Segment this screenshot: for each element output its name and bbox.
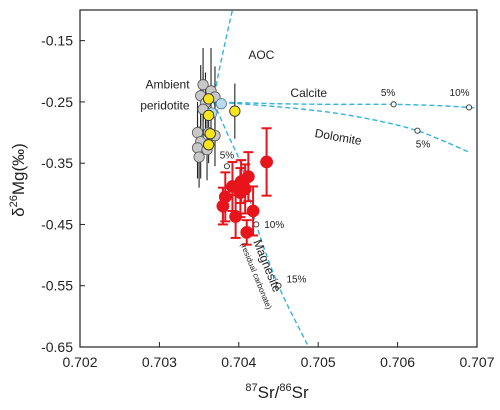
- curve-markers: [223, 101, 473, 289]
- annotation-label: 5%: [416, 139, 431, 150]
- x-tick-label: 0.706: [380, 354, 415, 370]
- y-axis-title-pre: δ: [9, 207, 28, 216]
- x-tick-label: 0.702: [62, 354, 97, 370]
- gray-point: [191, 142, 204, 154]
- x-axis-title-mid: Sr/: [258, 383, 280, 402]
- y-tick-label: -0.45: [41, 216, 73, 232]
- plot-frame: [79, 9, 478, 348]
- data-points: [191, 47, 274, 246]
- curve-marker: [275, 282, 282, 289]
- curve-marker: [390, 101, 397, 108]
- curve-dolomite: [213, 101, 470, 153]
- gray-point: [193, 151, 205, 163]
- annotation-label: 10%: [264, 220, 284, 231]
- curve-marker: [253, 221, 260, 228]
- ticks: 0.702 0.703 0.704 0.705 0.706 0.707 -0.15 -0.25…: [41, 33, 495, 370]
- y-axis-title-sup: 26: [8, 195, 20, 207]
- axes: [79, 9, 478, 348]
- y-tick-label: -0.65: [41, 339, 73, 355]
- x-tick-label: 0.705: [301, 354, 336, 370]
- yellow-point: [202, 109, 215, 122]
- curve-aoc: [212, 10, 234, 103]
- x-axis-title: 87Sr/86Sr: [245, 382, 309, 402]
- x-tick-label: 0.707: [459, 354, 494, 370]
- y-axis-title-end: Mg(‰): [9, 143, 28, 195]
- annotation-label: 15%: [286, 275, 306, 286]
- y-tick-label: -0.55: [41, 278, 73, 294]
- red-point: [216, 199, 230, 213]
- yellow-point: [202, 139, 215, 151]
- x-axis-title-sup2: 86: [279, 382, 291, 394]
- blue-point: [215, 98, 227, 110]
- y-tick-label: -0.25: [41, 94, 73, 110]
- curve-magnesite: [212, 101, 310, 347]
- curve-calcite: [213, 101, 477, 109]
- x-axis-title-sup1: 87: [245, 382, 257, 394]
- annotation-label: Calcite: [290, 86, 327, 100]
- y-axis-title: δ26Mg(‰): [8, 143, 28, 217]
- red-point: [260, 155, 274, 169]
- gray-point: [197, 79, 209, 91]
- x-tick-label: 0.704: [221, 354, 256, 370]
- yellow-point: [204, 128, 216, 140]
- x-axis-title-end: Sr: [292, 383, 309, 402]
- curve-marker: [466, 104, 473, 111]
- annotations: AOC Ambient peridotite Calcite Dolomite 5% 10%…: [140, 48, 469, 311]
- x-tick-label: 0.703: [142, 354, 177, 370]
- annotation-label: AOC: [248, 48, 274, 62]
- y-tick-label: -0.15: [41, 33, 73, 49]
- red-point: [240, 225, 254, 239]
- annotation-label: Dolomite: [314, 126, 363, 148]
- annotation-label: 10%: [450, 88, 470, 99]
- curve-marker: [414, 127, 421, 134]
- red-point: [229, 210, 243, 223]
- yellow-point: [202, 93, 215, 105]
- yellow-point: [229, 105, 241, 117]
- red-point: [246, 204, 260, 218]
- annotation-label: Ambient: [146, 77, 191, 91]
- annotation-label: 5%: [220, 150, 235, 161]
- y-tick-label: -0.35: [41, 155, 73, 171]
- red-point: [233, 186, 247, 200]
- curve-marker: [223, 163, 230, 170]
- annotation-label: 5%: [381, 88, 396, 99]
- annotation-label: peridotite: [140, 98, 190, 112]
